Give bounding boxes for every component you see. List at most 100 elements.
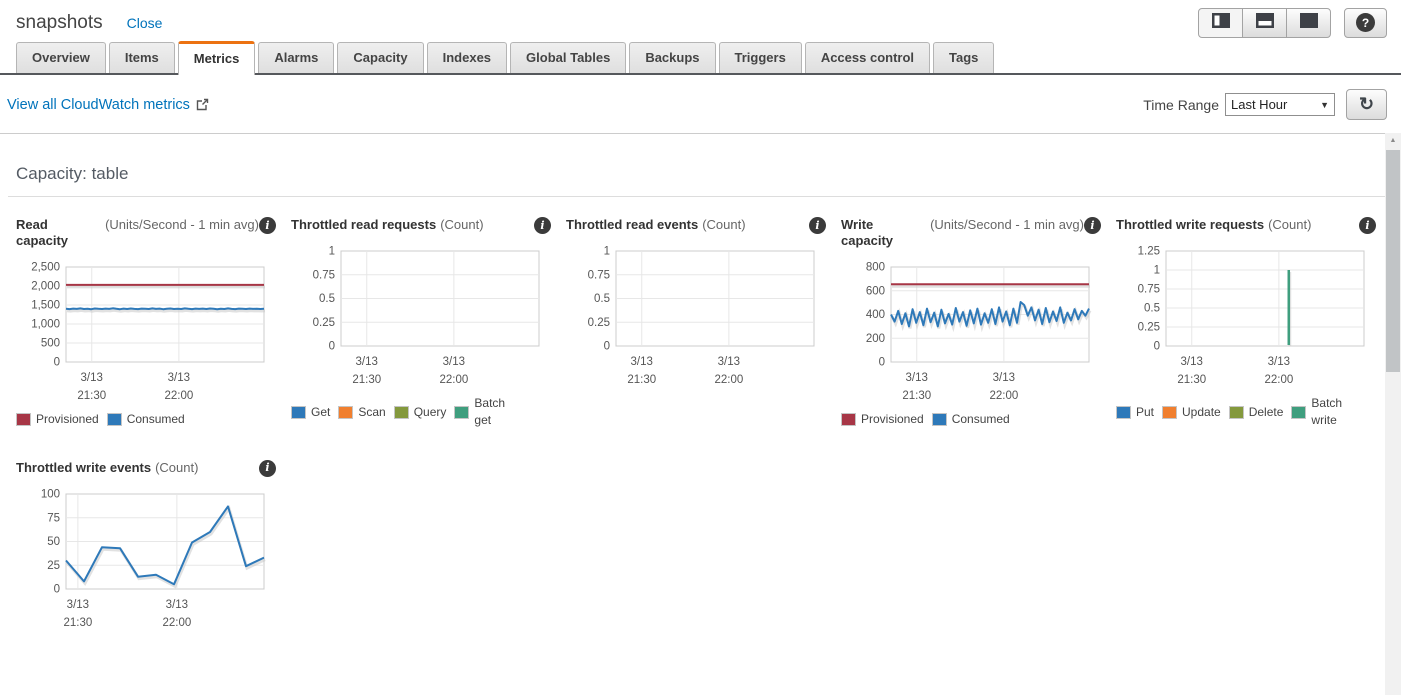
tab-backups[interactable]: Backups [629,42,716,73]
view-toggle-group [1198,7,1331,38]
svg-text:0.5: 0.5 [319,293,335,305]
external-link-icon [195,98,210,112]
svg-text:3/13: 3/13 [166,599,188,611]
chart-unit: (Count) [1268,217,1312,232]
svg-text:21:30: 21:30 [352,374,381,386]
legend-item: Put [1116,404,1154,421]
tab-overview[interactable]: Overview [16,42,106,73]
legend-swatch [1228,405,1244,419]
chart-title: Throttled write events [16,459,152,475]
info-icon[interactable]: i [1084,217,1101,234]
close-link[interactable]: Close [126,14,163,31]
info-icon[interactable]: i [534,217,551,234]
legend-swatch [1291,405,1307,419]
legend-label: Consumed [951,411,1010,426]
tab-triggers[interactable]: Triggers [718,42,802,73]
svg-text:0.75: 0.75 [588,269,610,281]
svg-text:400: 400 [866,309,885,321]
tab-capacity[interactable]: Capacity [337,42,424,73]
legend-item: Batch get [454,395,505,430]
svg-text:3/13: 3/13 [906,372,928,384]
metrics-panel: Capacity: table Read capacity (Units/Seco… [0,134,1401,636]
time-range-select[interactable]: Last Hour ▼ [1225,93,1335,116]
help-button[interactable]: ? [1344,7,1387,38]
chart-plot: 1 0.75 0.5 0.25 0 3/13 21:30 3/13 22:00 [588,246,815,386]
chart-throttled-read-events: Throttled read events (Count) i 1 0.75 0.5 0.2… [566,217,826,393]
info-icon[interactable]: i [259,459,276,477]
legend-label: Put [1136,404,1155,419]
tab-indexes[interactable]: Indexes [426,42,508,73]
split-view-right-button[interactable] [1198,7,1243,38]
tab-tags[interactable]: Tags [933,42,995,73]
legend-item: Batch write [1291,395,1342,430]
svg-text:3/13: 3/13 [67,599,89,611]
scrollbar-thumb[interactable] [1386,150,1400,372]
chart-read-capacity: Read capacity (Units/Second - 1 min avg) i… [16,217,276,428]
help-icon: ? [1356,13,1375,32]
tab-access-control[interactable]: Access control [804,42,931,73]
legend-label: Get [311,404,331,419]
chart-unit: (Units/Second - 1 min avg) [930,217,1084,232]
info-icon[interactable]: i [1359,217,1376,234]
chart-legend: Put Update Delete Batch write [1116,395,1376,430]
legend-swatch [338,405,354,419]
svg-text:0: 0 [604,341,610,353]
svg-text:200: 200 [866,332,885,344]
chart-throttled-write-requests: Throttled write requests (Count) i 1.25 1 0.7… [1116,217,1376,430]
page-header: snapshots Close ? [0,0,1401,38]
svg-text:21:30: 21:30 [627,374,656,386]
svg-text:21:30: 21:30 [1177,374,1206,386]
svg-text:0.25: 0.25 [1138,322,1160,334]
svg-text:21:30: 21:30 [77,390,106,402]
full-view-button[interactable] [1286,7,1331,38]
legend-label: Provisioned [861,411,924,426]
svg-text:0.75: 0.75 [1138,284,1160,296]
split-view-bottom-button[interactable] [1242,7,1287,38]
svg-text:100: 100 [41,489,60,501]
tab-items[interactable]: Items [108,42,175,73]
chart-plot: 800 600 400 200 0 3/13 21:30 3/13 22:00 [866,261,1092,402]
svg-text:50: 50 [47,536,60,548]
info-icon[interactable]: i [259,217,276,234]
vertical-scrollbar[interactable]: ▲ [1385,133,1401,695]
legend-swatch [841,412,856,426]
svg-text:21:30: 21:30 [63,617,92,629]
split-view-right-icon [1211,12,1230,33]
info-icon[interactable]: i [809,217,826,234]
section-divider [8,196,1393,197]
tab-bar: Overview Items Metrics Alarms Capacity Indexe… [0,41,1401,75]
refresh-button[interactable]: ↻ [1346,89,1387,120]
svg-text:1.25: 1.25 [1138,246,1160,258]
page-title: snapshots [16,11,103,33]
charts-row-1: Read capacity (Units/Second - 1 min avg) i… [16,217,1385,430]
svg-text:3/13: 3/13 [993,372,1015,384]
chart-unit: (Count) [155,459,199,475]
legend-swatch [454,405,470,419]
svg-text:0: 0 [1154,341,1160,353]
svg-text:0: 0 [54,356,60,368]
cloudwatch-metrics-link[interactable]: View all CloudWatch metrics [7,97,210,113]
svg-text:0.25: 0.25 [588,317,610,329]
tab-metrics[interactable]: Metrics [177,41,256,75]
svg-text:0.75: 0.75 [313,269,335,281]
svg-text:3/13: 3/13 [356,356,378,368]
charts-row-2: Throttled write events (Count) i 100 75 50 25 0… [16,459,1385,636]
legend-item: Scan [338,404,386,421]
legend-label: Provisioned [36,411,99,426]
chevron-down-icon: ▼ [1320,99,1329,110]
legend-item: Consumed [106,411,185,428]
legend-swatch [16,412,31,426]
tab-alarms[interactable]: Alarms [258,42,335,73]
tab-global-tables[interactable]: Global Tables [510,42,627,73]
chart-title: Throttled write requests [1116,217,1265,232]
svg-text:1: 1 [604,246,610,258]
svg-text:800: 800 [866,262,885,274]
metrics-toolbar: View all CloudWatch metrics Time Range L… [0,75,1401,134]
scroll-up-icon[interactable]: ▲ [1389,137,1397,144]
chart-legend: Provisioned Consumed [16,411,276,428]
svg-text:0.5: 0.5 [1144,303,1160,315]
chart-title: Read capacity [16,217,69,249]
svg-text:1,000: 1,000 [31,318,60,330]
svg-text:0.25: 0.25 [313,317,335,329]
legend-label: Consumed [126,411,185,426]
